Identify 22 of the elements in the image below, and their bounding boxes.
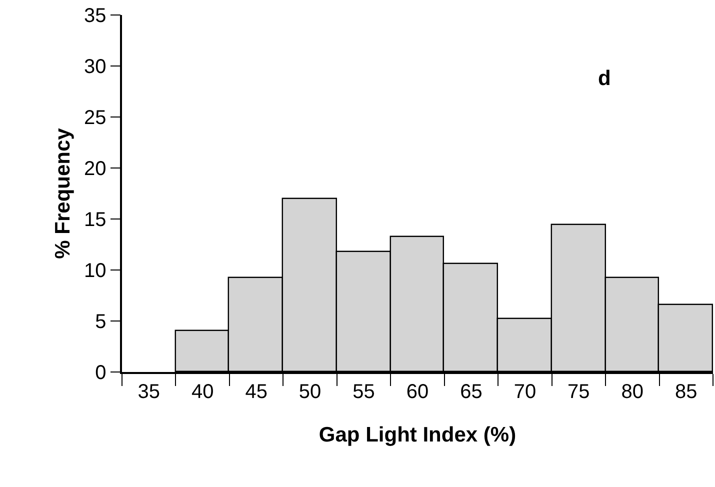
annotation: d [598, 67, 611, 90]
x-tick-label: 80 [621, 380, 644, 403]
x-tick-label: 40 [191, 380, 214, 403]
y-tick-label: 5 [95, 311, 106, 333]
x-tick-label: 35 [138, 380, 160, 403]
x-axis-title: Gap Light Index (%) [318, 423, 516, 446]
x-tick-label: 60 [406, 380, 429, 403]
x-tick-label: 65 [460, 380, 482, 403]
y-tick-label: 30 [84, 56, 106, 78]
x-tick-label: 75 [568, 380, 590, 403]
y-tick-label: 15 [84, 209, 106, 231]
y-axis-title: % Frequency [52, 128, 75, 259]
x-tick-label: 45 [245, 380, 268, 403]
x-tick-label: 70 [514, 380, 536, 403]
y-tick-label: 25 [84, 107, 106, 129]
y-tick-label: 0 [95, 362, 106, 384]
y-tick-label: 35 [84, 5, 106, 27]
x-tick-label: 55 [352, 380, 375, 403]
y-tick-label: 10 [84, 260, 106, 282]
y-tick-label: 20 [84, 158, 106, 180]
x-tick-label: 50 [298, 380, 322, 403]
x-tick-label: 85 [675, 380, 698, 403]
